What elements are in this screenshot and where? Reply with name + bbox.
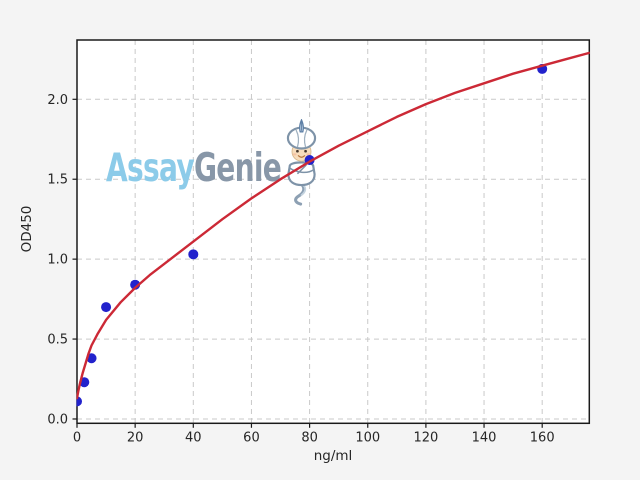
data-point: [101, 302, 112, 313]
x-tick-label: 60: [243, 430, 260, 445]
x-tick-label: 0: [73, 430, 81, 445]
x-tick-label: 140: [472, 430, 497, 445]
x-tick-label: 40: [185, 430, 202, 445]
x-tick-label: 100: [355, 430, 380, 445]
watermark-genie-text: Genie: [193, 146, 282, 191]
data-point: [188, 249, 199, 260]
data-point: [79, 377, 90, 388]
genie-body: [287, 161, 316, 187]
y-tick-label: 0.5: [47, 333, 68, 348]
x-tick-label: 160: [530, 430, 555, 445]
plot-spines: [76, 39, 591, 425]
y-tick-label: 0.0: [47, 412, 68, 427]
data-point: [76, 396, 82, 407]
genie-blush-right: [306, 153, 311, 156]
genie-eye-left: [296, 149, 299, 153]
watermark-assay-text: Assay: [106, 146, 195, 191]
data-point: [130, 279, 141, 290]
y-tick-label: 2.0: [47, 93, 68, 108]
plot-area: [77, 40, 590, 424]
x-tick-label: 20: [127, 430, 144, 445]
fit-curve: [76, 51, 590, 400]
y-tick-label: 1.0: [47, 253, 68, 268]
x-axis-label: ng/ml: [313, 448, 353, 464]
scatter-series: [76, 63, 548, 407]
genie-blush-left: [292, 153, 297, 156]
y-axis-label: OD450: [19, 205, 35, 253]
x-tick-label: 120: [413, 430, 438, 445]
watermark: AssayGenie: [106, 146, 282, 191]
genie-mascot-icon: [286, 119, 317, 206]
data-point: [537, 63, 548, 74]
genie-eye-right: [304, 149, 307, 153]
data-point: [86, 353, 97, 364]
x-tick-label: 80: [301, 430, 318, 445]
y-tick-label: 1.5: [47, 173, 68, 188]
